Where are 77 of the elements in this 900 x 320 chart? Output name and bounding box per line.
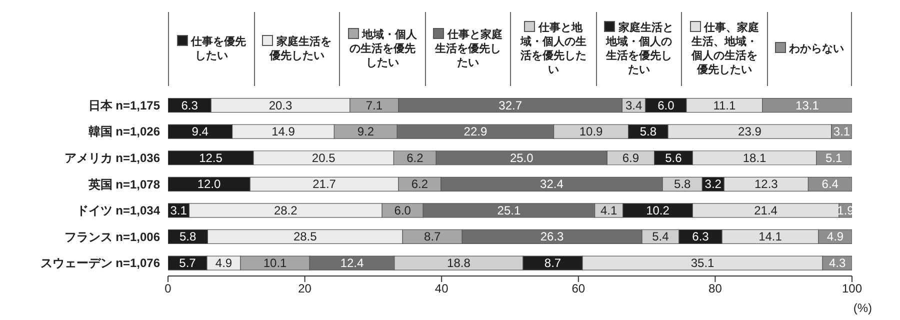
legend-label: 仕事、家庭生活、地域・個人の生活を優先したい [690, 21, 760, 77]
legend-label: 仕事と家庭生活を優先したい [434, 28, 504, 70]
y-tick-label: フランス n=1,006 [64, 230, 160, 244]
y-tick-label: アメリカ n=1,036 [64, 150, 160, 165]
data-label: 6.2 [411, 177, 428, 192]
data-label: 3.2 [704, 177, 722, 192]
data-label: 6.0 [394, 203, 412, 218]
x-tick-label: 20 [298, 282, 312, 296]
data-label: 5.6 [665, 150, 682, 165]
data-label: 12.0 [197, 177, 222, 192]
data-label: 5.1 [826, 150, 843, 165]
data-label: 13.1 [796, 98, 820, 112]
data-label: 5.4 [652, 230, 670, 244]
y-tick-label: 日本 n=1,175 [88, 98, 160, 112]
data-label: 6.9 [622, 150, 640, 165]
data-label: 10.9 [579, 124, 604, 139]
data-label: 7.1 [366, 98, 383, 112]
data-label: 11.1 [713, 98, 736, 112]
data-label: 35.1 [690, 256, 715, 270]
data-label: 9.2 [357, 124, 374, 139]
data-label: 18.1 [742, 150, 767, 165]
legend-label: 地域・個人の生活を優先したい [348, 28, 418, 70]
data-label: 3.1 [170, 203, 188, 218]
data-label: 32.4 [540, 177, 564, 192]
data-label: 6.0 [658, 98, 675, 112]
data-label: 6.3 [181, 98, 198, 112]
data-label: 5.8 [674, 177, 692, 192]
data-label: 20.3 [268, 98, 293, 112]
data-label: 12.4 [340, 256, 364, 270]
data-label: 5.8 [179, 230, 196, 244]
data-label: 18.8 [447, 256, 471, 270]
data-label: 12.3 [754, 177, 778, 192]
y-tick-label: 英国 n=1,078 [87, 177, 160, 192]
data-label: 10.2 [646, 203, 670, 218]
data-label: 12.5 [199, 150, 223, 165]
data-label: 25.0 [510, 150, 534, 165]
data-label: 6.4 [822, 177, 839, 192]
y-tick-label: ドイツ n=1,034 [76, 204, 160, 218]
data-label: 22.9 [464, 124, 488, 139]
data-label: 25.1 [497, 203, 521, 218]
data-label: 3.4 [625, 98, 642, 112]
data-label: 5.7 [179, 256, 196, 270]
data-label: 21.4 [754, 203, 778, 218]
data-label: 23.9 [738, 124, 762, 139]
data-label: 4.9 [826, 230, 844, 244]
data-label: 4.1 [600, 203, 618, 218]
data-label: 28.5 [293, 230, 318, 244]
x-tick-label: 40 [434, 282, 449, 296]
data-label: 14.9 [272, 124, 296, 139]
legend-label: 家庭生活を優先したい [268, 35, 332, 63]
legend-label: わからない [788, 42, 844, 56]
data-label: 28.2 [274, 203, 298, 218]
x-tick-label: 100 [842, 282, 862, 296]
legend-label: 仕事と地域・個人の生活を優先したい [519, 21, 588, 77]
legend-label: 仕事を優先したい [190, 35, 247, 63]
x-tick-label: 0 [164, 282, 172, 296]
data-label: 6.2 [406, 150, 424, 165]
x-axis-title: (%) [852, 300, 872, 316]
data-label: 5.8 [640, 124, 657, 139]
data-label: 14.1 [758, 230, 782, 244]
x-tick-label: 60 [572, 282, 586, 296]
data-label: 10.1 [263, 256, 288, 270]
data-label: 8.7 [424, 230, 442, 244]
data-label: 8.7 [544, 256, 562, 270]
y-tick-label: スウェーデン n=1,076 [40, 256, 160, 270]
data-label: 3.1 [833, 124, 850, 139]
data-label: 4.9 [215, 256, 232, 270]
data-label: 9.4 [192, 124, 209, 139]
data-label: 4.3 [828, 256, 846, 270]
y-tick-label: 韓国 n=1,026 [88, 124, 160, 139]
data-label: 20.5 [312, 150, 336, 165]
legend-label: 家庭生活と地域・個人の生活を優先したい [604, 21, 674, 77]
data-label: 32.7 [498, 98, 522, 112]
data-label: 6.3 [692, 230, 710, 244]
data-label: 21.7 [312, 177, 336, 192]
data-label: 26.3 [540, 230, 564, 244]
x-tick-label: 80 [708, 282, 722, 296]
